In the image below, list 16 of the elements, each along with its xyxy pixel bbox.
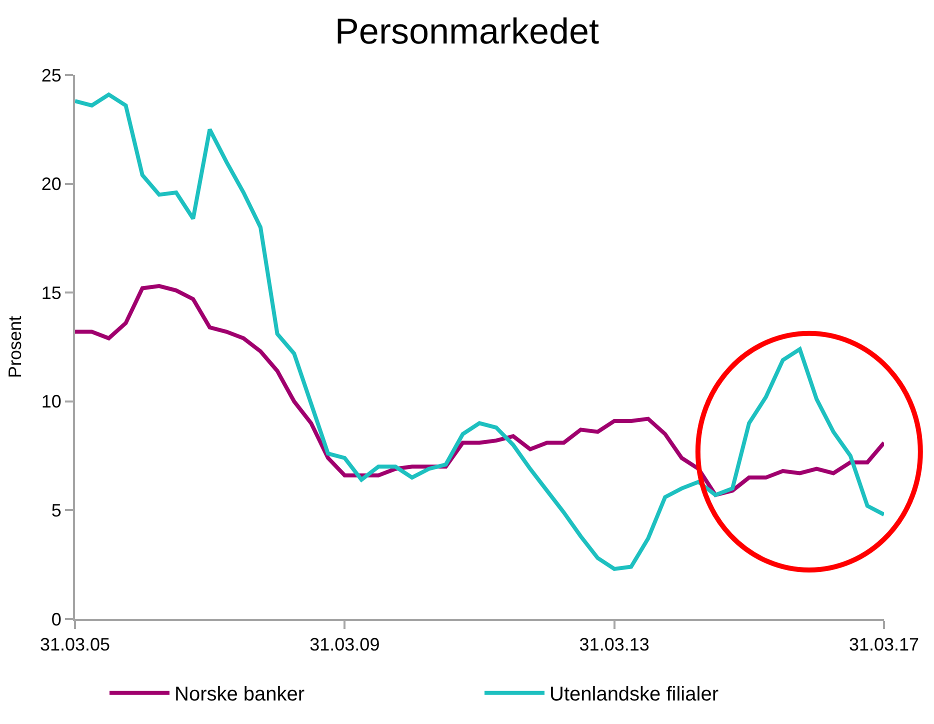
y-tick-label: 10	[41, 392, 62, 412]
line-series	[75, 284, 884, 497]
x-tick-label: 31.03.05	[40, 634, 110, 655]
x-tick-label: 31.03.09	[310, 634, 380, 655]
y-tick-label: 5	[51, 500, 62, 520]
y-tick-label: 20	[41, 174, 62, 194]
y-tick-label: 0	[51, 609, 62, 630]
line-series	[75, 92, 884, 571]
x-tick-label: 31.03.17	[848, 634, 920, 655]
chart-title: Personmarkedet	[334, 10, 600, 52]
legend-label: Norske banker	[174, 684, 305, 706]
y-axis-title: Prosent	[5, 316, 26, 378]
x-tick-label: 31.03.13	[579, 634, 650, 655]
legend-label: Utenlandske filialer	[550, 684, 719, 706]
y-tick-label: 15	[41, 282, 62, 303]
y-tick-label: 25	[41, 65, 62, 86]
